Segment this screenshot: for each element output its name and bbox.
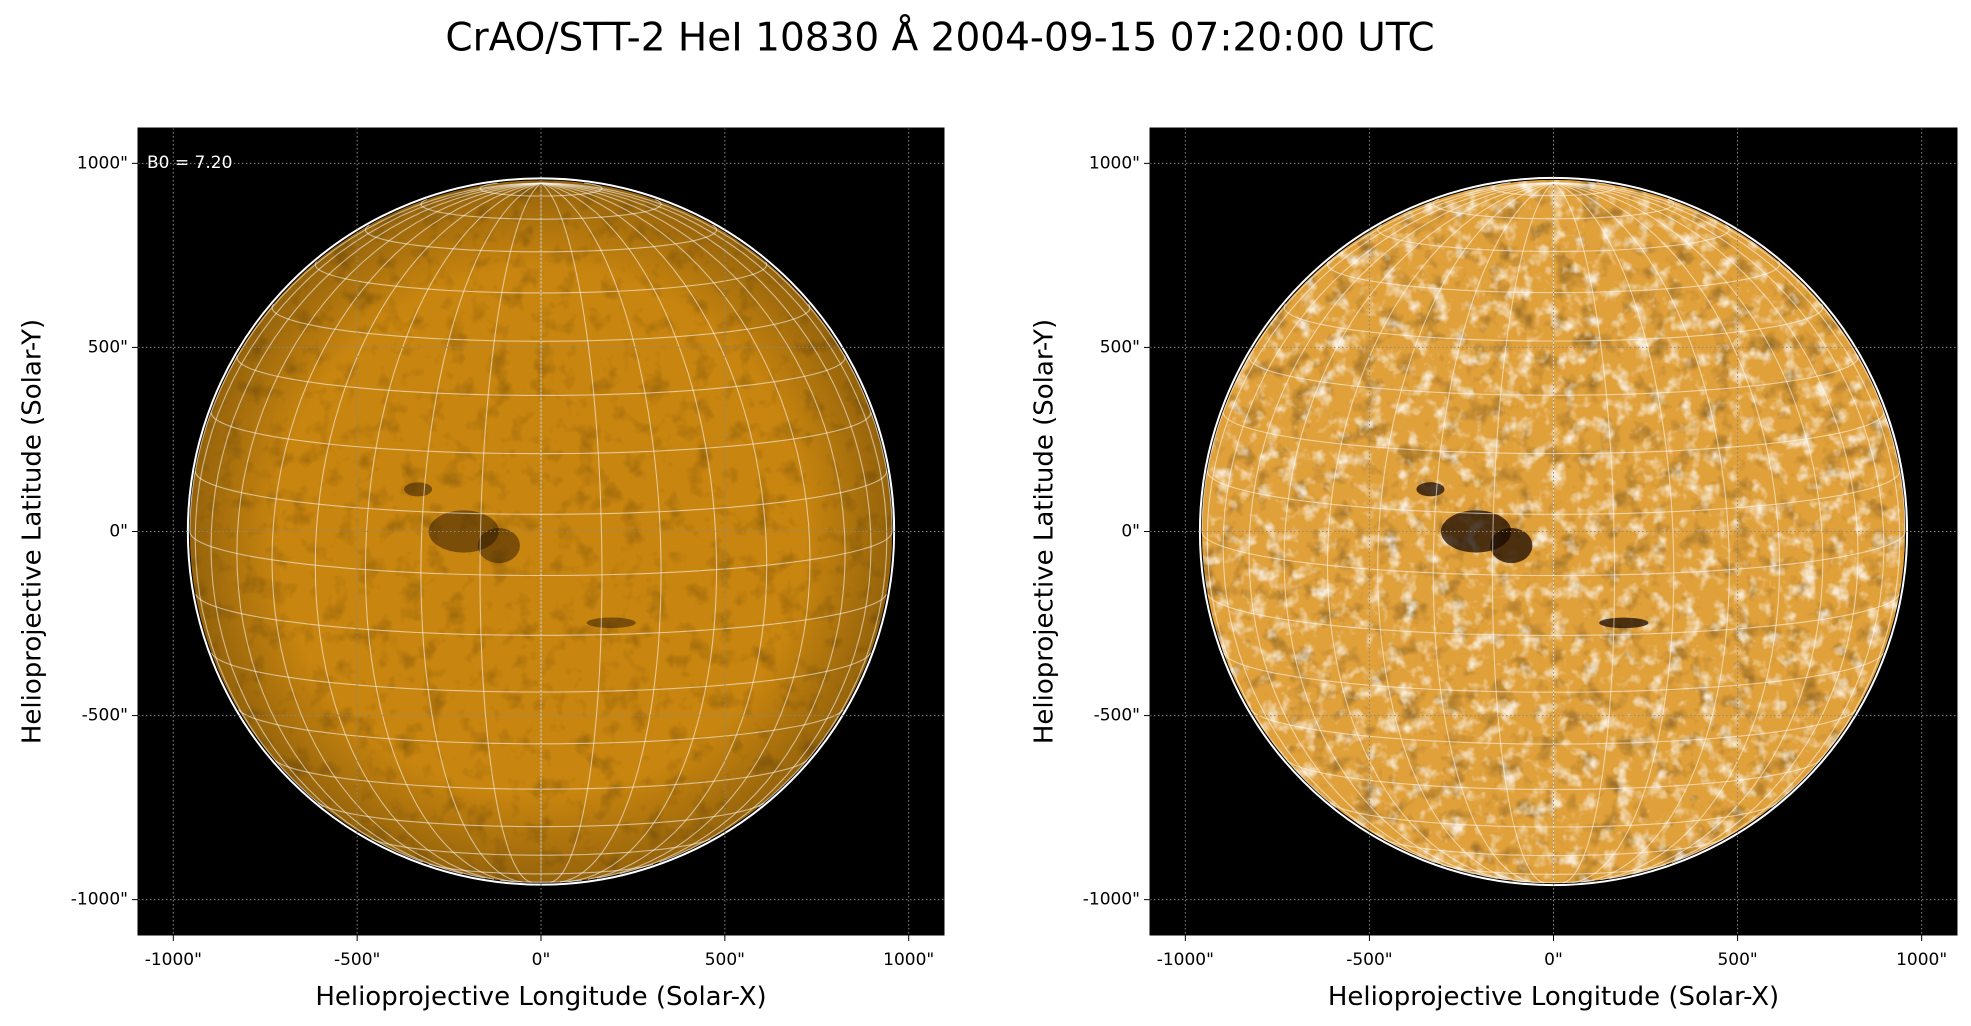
y-tick-label: 500" (1100, 337, 1140, 357)
heliographic-grid (1329, 802, 1778, 828)
heliographic-grid (364, 224, 718, 253)
y-tick-label: 500" (88, 337, 128, 357)
heliographic-grid (540, 182, 893, 532)
heliographic-grid (194, 182, 542, 808)
x-tick-label: -1000" (145, 950, 202, 970)
heliographic-grid (479, 182, 542, 883)
heliographic-grid (1491, 182, 1616, 197)
x-tick-label: 500" (1717, 950, 1757, 970)
x-tick-label: -500" (1346, 950, 1392, 970)
x-tick-label: -500" (334, 950, 380, 970)
heliographic-grid (500, 879, 582, 883)
heliographic-grid (540, 182, 662, 883)
heliographic-grid (1377, 224, 1730, 252)
heliographic-grid (1206, 470, 1901, 515)
x-tick-label: -1000" (1157, 950, 1214, 970)
x-tick-label: 1000" (1896, 950, 1947, 970)
axes-frame (1149, 127, 1958, 936)
heliographic-grid (238, 709, 844, 745)
heliographic-grid (1553, 182, 1901, 808)
heliographic-grid (1432, 182, 1554, 884)
heliographic-grid (428, 863, 654, 875)
y-tick-label: 1000" (77, 153, 128, 173)
heliographic-grid (1207, 594, 1900, 637)
heliographic-grid (1222, 182, 1554, 864)
heliographic-grid (420, 198, 662, 220)
x-axis-label: Helioprojective Longitude (Solar-X) (1328, 982, 1779, 1012)
heliographic-grid (371, 838, 711, 856)
heliographic-grid (1512, 880, 1595, 884)
y-axis-label: Helioprojective Latitude (Solar-Y) (18, 319, 48, 744)
heliographic-grid (195, 594, 887, 636)
heliographic-grid (1553, 182, 1859, 875)
heliographic-grid (1553, 182, 1616, 884)
heliographic-grid (317, 802, 765, 828)
heliographic-grid (189, 531, 893, 577)
annotation: B0 = 7.20 (147, 153, 232, 173)
axes-frame (137, 127, 945, 936)
y-tick-label: -500" (82, 706, 128, 726)
y-tick-label: -500" (1094, 706, 1140, 726)
heliographic-grid (236, 182, 542, 875)
heliographic-grid (1201, 531, 1906, 577)
y-tick-label: -1000" (1083, 890, 1140, 910)
heliographic-grid (1206, 182, 1554, 808)
heliographic-grid (540, 182, 872, 863)
x-tick-label: 0" (532, 950, 551, 970)
y-tick-label: -1000" (71, 890, 128, 910)
heliographic-grid (1553, 182, 1906, 532)
dark-feature (1416, 482, 1445, 497)
heliographic-grid (420, 182, 542, 883)
panel: -1000" -500" 0" 500" 1000" -1000" -500" 0" 500" 1… (18, 127, 945, 1012)
heliographic-grid (210, 412, 872, 455)
x-axis-label: Helioprojective Longitude (Solar-X) (315, 982, 766, 1012)
heliographic-grid (540, 182, 846, 875)
heliographic-grid (1553, 182, 1730, 883)
heliographic-grid (540, 182, 603, 883)
y-tick-label: 0" (1121, 522, 1140, 542)
heliographic-grid (364, 182, 542, 883)
y-tick-label: 0" (109, 522, 128, 542)
heliographic-grid (1553, 182, 1885, 864)
heliographic-grid (210, 182, 542, 863)
heliographic-grid (1248, 182, 1554, 875)
heliographic-grid (1248, 354, 1859, 396)
heliographic-grid (189, 182, 542, 532)
dark-feature (1599, 617, 1649, 629)
panel: -1000" -500" 0" 500" 1000" -1000" -500" 0" 500" 1… (1030, 127, 1958, 1012)
x-tick-label: 500" (705, 950, 745, 970)
heliographic-grid (1222, 412, 1885, 455)
heliographic-grid (194, 470, 888, 515)
heliographic-grid (1491, 182, 1554, 884)
heliographic-grid (540, 182, 718, 883)
x-tick-label: 0" (1544, 950, 1563, 970)
heliographic-grid (1383, 838, 1724, 857)
x-tick-label: 1000" (883, 950, 934, 970)
heliographic-grid (1377, 182, 1554, 883)
dark-feature (1490, 527, 1533, 564)
heliographic-grid (1553, 182, 1675, 884)
heliographic-grid (1201, 182, 1554, 532)
y-tick-label: 1000" (1089, 153, 1140, 173)
heliographic-grid (1432, 198, 1675, 220)
heliographic-grid (236, 355, 846, 396)
heliographic-grid (1441, 864, 1666, 875)
figure-title: CrAO/STT-2 HeI 10830 Å 2004-09-15 07:20:… (445, 14, 1434, 61)
y-axis-label: Helioprojective Latitude (Solar-Y) (1030, 319, 1060, 744)
heliographic-grid (540, 182, 888, 808)
